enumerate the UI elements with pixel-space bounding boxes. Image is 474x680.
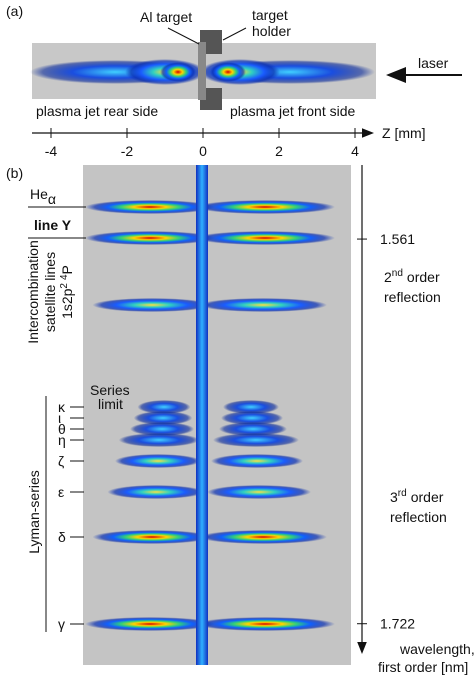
tick-label: -2 — [121, 143, 134, 159]
annotation: plasma jet front side — [230, 103, 355, 119]
greek-label: δ — [58, 529, 66, 545]
line-blob — [137, 400, 191, 414]
spectrum-image — [85, 200, 335, 631]
axis-title: Z [mm] — [382, 125, 426, 141]
annotation: plasma jet rear side — [36, 103, 158, 119]
line-blob — [195, 200, 335, 214]
annotation: target — [252, 7, 288, 23]
term: P — [59, 265, 75, 274]
pointer — [222, 27, 247, 41]
line-blob — [223, 400, 279, 414]
he-sub: α — [48, 191, 56, 207]
he: He — [30, 186, 48, 202]
term: 2 — [59, 283, 70, 289]
greek-label: ι — [58, 410, 61, 426]
tick-label: 0 — [199, 143, 207, 159]
tick-label: 1.561 — [380, 231, 415, 247]
line-blob — [195, 231, 335, 245]
order: order — [407, 269, 440, 285]
line-label: line Y — [34, 217, 72, 233]
line-blob — [115, 454, 201, 468]
ordinal: 2 — [384, 269, 392, 285]
annotation: reflection — [384, 289, 441, 305]
pointer — [167, 27, 200, 45]
annotation: reflection — [390, 509, 447, 525]
panel-label: (a) — [6, 3, 23, 19]
ordinal-sup: rd — [398, 488, 407, 499]
plasma-image — [30, 59, 375, 85]
jet-stripe — [196, 165, 208, 665]
line-blob — [213, 433, 299, 447]
annotation: Al target — [140, 9, 192, 25]
line-blob — [195, 617, 335, 631]
annotation: limit — [98, 396, 123, 412]
ordinal-sup: nd — [392, 268, 403, 279]
line-blob — [107, 485, 205, 499]
z-axis-ticks: -4 -2 0 2 4 — [45, 128, 359, 159]
term: 1s2p — [59, 288, 75, 319]
line-blob — [199, 298, 327, 312]
tick-label: 2 — [275, 143, 283, 159]
greek-label: ζ — [58, 453, 64, 469]
al-target — [198, 42, 206, 100]
group-label: Intercombination — [25, 240, 41, 344]
line-blob — [133, 411, 193, 425]
group-label: 1s2p2 4P — [59, 265, 75, 319]
line-blob — [85, 200, 215, 214]
axis-title: first order [nm] — [378, 659, 468, 675]
annotation: laser — [418, 55, 449, 71]
greek-label: θ — [58, 421, 66, 437]
annotation: 3rd order — [390, 488, 444, 505]
greek-label: η — [58, 432, 66, 448]
panel-label: (b) — [6, 165, 23, 181]
annotation: Series — [90, 382, 130, 398]
line-blob — [92, 530, 212, 544]
line-blob — [130, 422, 194, 436]
line-blob — [118, 433, 200, 447]
group-label: Lyman-series — [26, 470, 42, 554]
annotation: 2nd order — [384, 268, 440, 285]
image-background — [83, 165, 351, 665]
tick-label: 1.722 — [380, 616, 415, 632]
line-blob — [85, 617, 215, 631]
line-blob — [199, 530, 327, 544]
term: 4 — [59, 274, 70, 280]
greek-label: ε — [58, 484, 64, 500]
tick-label: -4 — [45, 143, 58, 159]
plasma-blob — [160, 62, 196, 82]
axis-title: wavelength, — [399, 641, 474, 657]
tick-label: 4 — [351, 143, 359, 159]
line-blob — [211, 454, 303, 468]
wavelength-ticks: 1.561 1.722 — [357, 231, 415, 632]
line-blob — [221, 411, 283, 425]
line-blob — [207, 485, 311, 499]
plasma-blob — [210, 62, 246, 82]
order: order — [411, 489, 444, 505]
group-label: satellite lines — [42, 252, 58, 332]
line-blob — [219, 422, 287, 436]
greek-label: κ — [58, 399, 66, 415]
line-blob — [92, 298, 212, 312]
ordinal: 3 — [390, 489, 398, 505]
greek-label: γ — [58, 616, 65, 632]
line-blob — [85, 231, 215, 245]
annotation: holder — [252, 23, 291, 39]
line-label: Heα — [30, 186, 56, 207]
